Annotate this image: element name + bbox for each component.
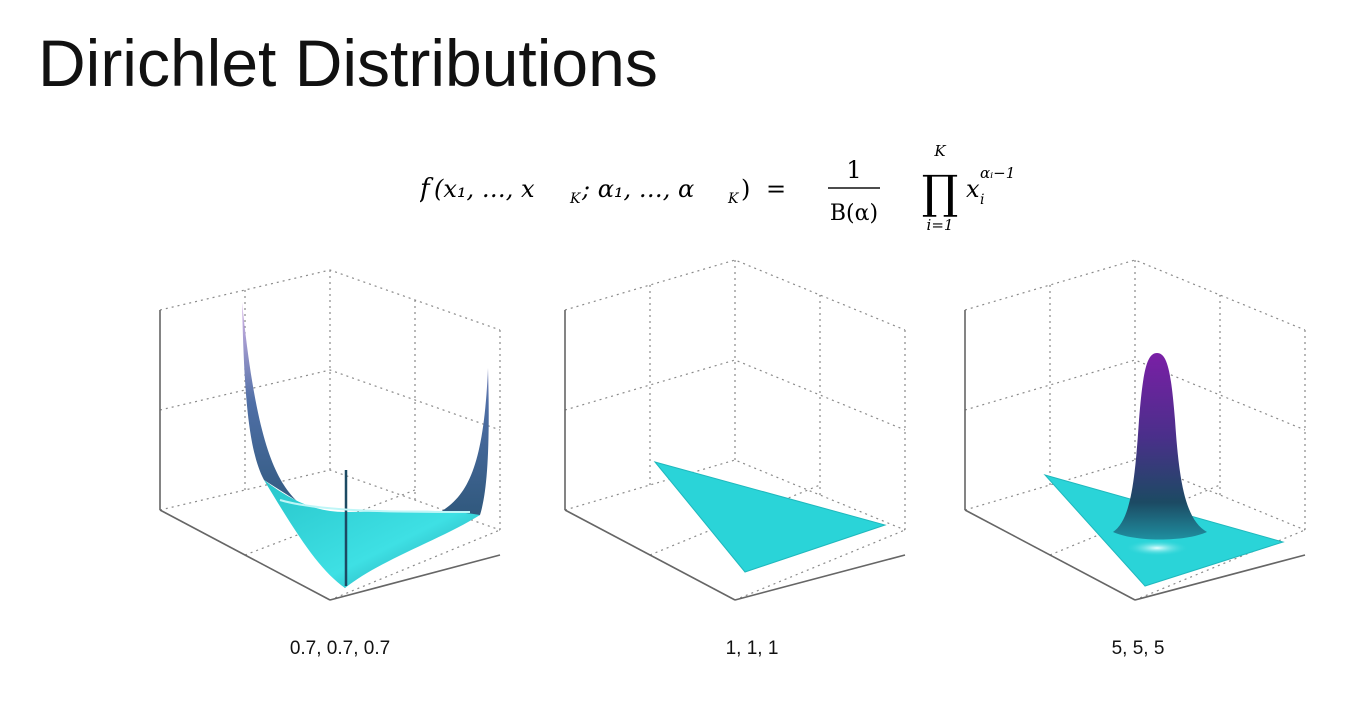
plot-2-axes [564, 310, 906, 601]
plot-3-surface-peak [1113, 353, 1207, 540]
slide-title: Dirichlet Distributions [38, 26, 658, 100]
formula-product-upper: K [933, 142, 946, 160]
formula-numerator: 1 [846, 156, 861, 184]
plot-1-surface-floor [264, 480, 480, 588]
plot-3-caption: 5, 5, 5 [1111, 638, 1165, 659]
formula-arguments: (x₁, …, x [434, 175, 535, 203]
plot-2-caption: 1, 1, 1 [725, 638, 779, 659]
formula-base-x: x [966, 175, 980, 203]
density-plot-alpha-07 [159, 269, 501, 601]
formula-denominator: B(α) [830, 201, 878, 226]
formula-base-subscript: i [980, 192, 984, 208]
plot-1-caption: 0.7, 0.7, 0.7 [289, 638, 391, 659]
dirichlet-density-formula: f (x₁, …, x K ; α₁, …, α K ) = 1 B(α) K … [420, 142, 1015, 234]
density-plot-alpha-5 [964, 259, 1306, 601]
formula-subscript-k: K [569, 191, 582, 207]
formula-close-paren: ) [741, 175, 750, 203]
formula-exponent: αᵢ−1 [980, 164, 1015, 182]
formula-parameters: ; α₁, …, α [581, 175, 694, 203]
formula-function-name: f [420, 174, 434, 204]
plot-1-axes [159, 310, 501, 601]
formula-equals: = [766, 175, 786, 203]
plot-2-surface [653, 461, 887, 573]
formula-product-symbol: ∏ [922, 165, 959, 219]
plot-1-highlight [279, 499, 471, 513]
plot-3-axes [964, 310, 1306, 601]
formula-subscript-k-2: K [727, 191, 740, 207]
formula-product-lower: i=1 [927, 216, 954, 234]
density-plot-alpha-1 [564, 259, 906, 601]
plot-3-peak-highlight [1125, 540, 1189, 556]
